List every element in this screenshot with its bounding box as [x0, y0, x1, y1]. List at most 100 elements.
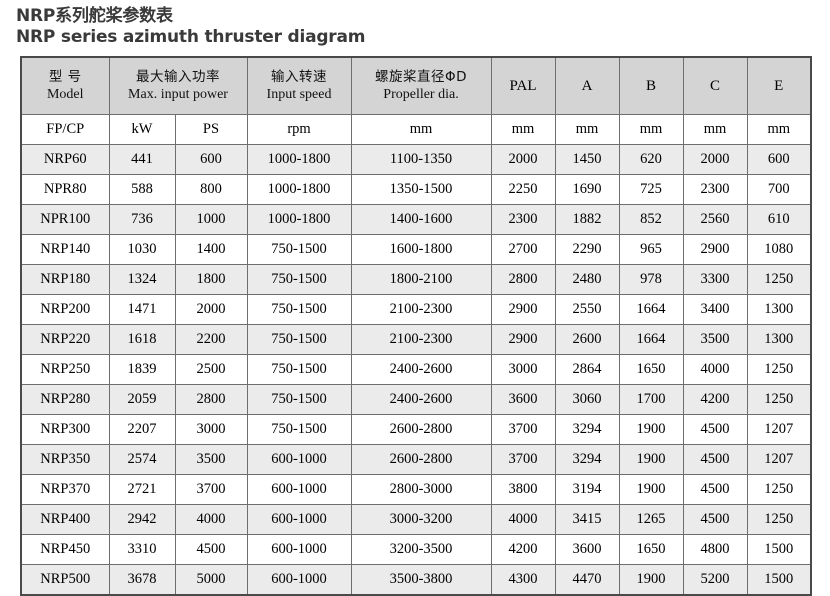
cell-model: NRP450 — [20, 534, 110, 566]
cell-model: NRP350 — [20, 444, 110, 476]
table-header: 型 号 Model 最大输入功率 Max. input power 输入转速 I… — [20, 56, 812, 116]
cell-a: 1450 — [554, 144, 620, 176]
cell-rpm: 600-1000 — [246, 444, 352, 476]
column-header-b: B — [618, 56, 684, 116]
cell-b: 978 — [618, 264, 684, 296]
page-title-english: NRP series azimuth thruster diagram — [16, 26, 366, 47]
cell-pal: 4300 — [490, 564, 556, 596]
cell-rpm: 600-1000 — [246, 504, 352, 536]
cell-pal: 3800 — [490, 474, 556, 506]
cell-c: 3500 — [682, 324, 748, 356]
cell-a: 3600 — [554, 534, 620, 566]
cell-model: NRP400 — [20, 504, 110, 536]
cell-dia: 1350-1500 — [350, 174, 492, 206]
cell-pal: 3700 — [490, 414, 556, 446]
cell-c: 2560 — [682, 204, 748, 236]
cell-c: 2000 — [682, 144, 748, 176]
column-header-model-cn: 型 号 — [48, 69, 82, 86]
cell-b: 852 — [618, 204, 684, 236]
cell-e: 1500 — [746, 564, 812, 596]
cell-model: NRP250 — [20, 354, 110, 386]
cell-rpm: 750-1500 — [246, 264, 352, 296]
unit-row: FP/CP kW PS rpm mm mm mm mm mm mm — [20, 114, 812, 146]
column-header-max-input-power: 最大输入功率 Max. input power — [108, 56, 248, 116]
cell-ps: 1800 — [174, 264, 248, 296]
cell-model: NRP180 — [20, 264, 110, 296]
cell-dia: 2800-3000 — [350, 474, 492, 506]
cell-b: 1664 — [618, 294, 684, 326]
cell-pal: 2900 — [490, 294, 556, 326]
cell-model: NRP370 — [20, 474, 110, 506]
cell-pal: 2000 — [490, 144, 556, 176]
cell-a: 3294 — [554, 414, 620, 446]
cell-model: NRP140 — [20, 234, 110, 266]
cell-dia: 2600-2800 — [350, 444, 492, 476]
cell-e: 1250 — [746, 264, 812, 296]
cell-rpm: 600-1000 — [246, 534, 352, 566]
cell-dia: 2100-2300 — [350, 324, 492, 356]
table-row: NRP250 1839 2500 750-1500 2400-2600 3000 2864 1… — [20, 354, 812, 386]
cell-rpm: 600-1000 — [246, 564, 352, 596]
cell-c: 4500 — [682, 474, 748, 506]
table-header-row: 型 号 Model 最大输入功率 Max. input power 输入转速 I… — [20, 56, 812, 116]
cell-model: NPR80 — [20, 174, 110, 206]
cell-kw: 2059 — [108, 384, 176, 416]
cell-rpm: 750-1500 — [246, 234, 352, 266]
cell-rpm: 750-1500 — [246, 324, 352, 356]
table-row: NRP60 441 600 1000-1800 1100-1350 2000 1450 620… — [20, 144, 812, 176]
cell-b: 1650 — [618, 354, 684, 386]
cell-ps: 1400 — [174, 234, 248, 266]
cell-rpm: 1000-1800 — [246, 204, 352, 236]
cell-ps: 4500 — [174, 534, 248, 566]
unit-cell-dia: mm — [350, 114, 492, 146]
table-row: NRP220 1618 2200 750-1500 2100-2300 2900 2600 1… — [20, 324, 812, 356]
cell-rpm: 750-1500 — [246, 414, 352, 446]
cell-dia: 3000-3200 — [350, 504, 492, 536]
table-row: NRP140 1030 1400 750-1500 1600-1800 2700 2290 9… — [20, 234, 812, 266]
cell-pal: 2800 — [490, 264, 556, 296]
cell-b: 1900 — [618, 444, 684, 476]
cell-c: 4800 — [682, 534, 748, 566]
cell-kw: 2574 — [108, 444, 176, 476]
cell-e: 1300 — [746, 324, 812, 356]
column-header-model: 型 号 Model — [20, 56, 110, 116]
cell-e: 700 — [746, 174, 812, 206]
cell-a: 3194 — [554, 474, 620, 506]
cell-ps: 3000 — [174, 414, 248, 446]
cell-dia: 2100-2300 — [350, 294, 492, 326]
cell-model: NRP60 — [20, 144, 110, 176]
table-row: NRP370 2721 3700 600-1000 2800-3000 3800 3194 1… — [20, 474, 812, 506]
cell-a: 2480 — [554, 264, 620, 296]
table-row: NRP400 2942 4000 600-1000 3000-3200 4000 3415 1… — [20, 504, 812, 536]
column-header-power-cn: 最大输入功率 — [136, 69, 220, 86]
cell-b: 1700 — [618, 384, 684, 416]
column-header-speed-en: Input speed — [266, 87, 332, 103]
cell-c: 2300 — [682, 174, 748, 206]
cell-dia: 2600-2800 — [350, 414, 492, 446]
cell-dia: 2400-2600 — [350, 384, 492, 416]
column-header-e: E — [746, 56, 812, 116]
cell-dia: 1800-2100 — [350, 264, 492, 296]
column-header-c: C — [682, 56, 748, 116]
cell-kw: 441 — [108, 144, 176, 176]
column-header-a: A — [554, 56, 620, 116]
cell-b: 1900 — [618, 474, 684, 506]
cell-c: 4500 — [682, 444, 748, 476]
cell-c: 3400 — [682, 294, 748, 326]
cell-pal: 4200 — [490, 534, 556, 566]
unit-cell-rpm: rpm — [246, 114, 352, 146]
cell-rpm: 750-1500 — [246, 354, 352, 386]
cell-e: 1250 — [746, 384, 812, 416]
unit-cell-e: mm — [746, 114, 812, 146]
cell-ps: 4000 — [174, 504, 248, 536]
cell-kw: 736 — [108, 204, 176, 236]
column-header-power-en: Max. input power — [128, 87, 228, 103]
cell-b: 1664 — [618, 324, 684, 356]
cell-ps: 5000 — [174, 564, 248, 596]
column-header-c-label: C — [709, 78, 720, 95]
cell-pal: 3600 — [490, 384, 556, 416]
cell-dia: 1100-1350 — [350, 144, 492, 176]
cell-rpm: 750-1500 — [246, 294, 352, 326]
cell-model: NPR100 — [20, 204, 110, 236]
cell-kw: 1471 — [108, 294, 176, 326]
